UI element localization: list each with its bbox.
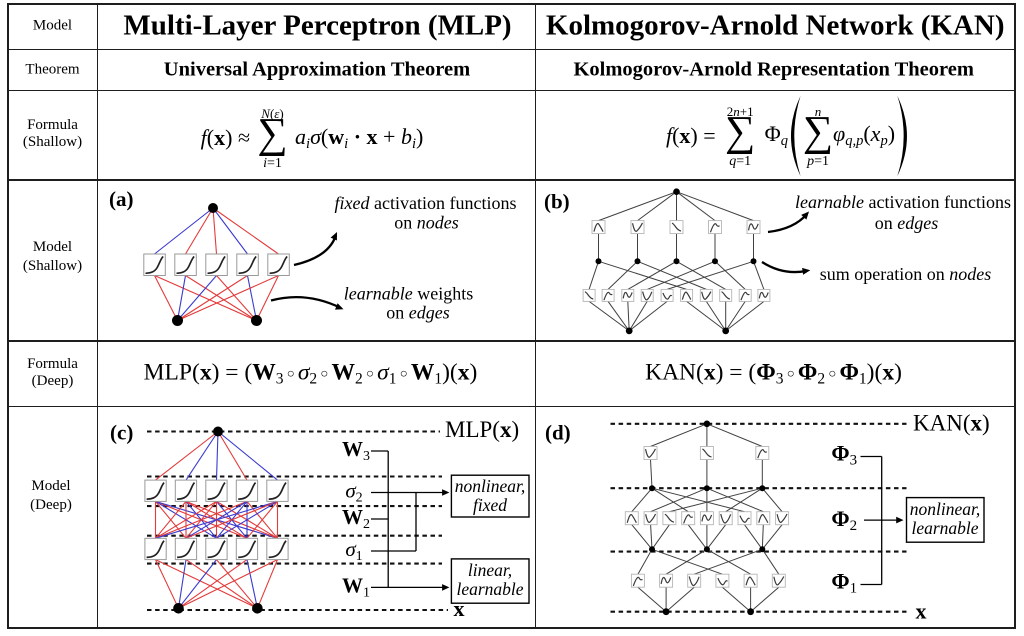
- svg-text:σ2: σ2: [345, 479, 362, 506]
- svg-text:learnable activation functions: learnable activation functions: [795, 192, 1011, 212]
- svg-text:W2: W2: [342, 505, 370, 532]
- svg-text:x: x: [915, 599, 926, 624]
- svg-text:x: x: [454, 596, 465, 621]
- svg-text:MLP(x): MLP(x): [445, 417, 519, 442]
- svg-text:learnable weights: learnable weights: [344, 284, 474, 304]
- svg-text:Φ3: Φ3: [831, 441, 857, 469]
- svg-text:learnable: learnable: [911, 518, 978, 538]
- svg-text:KAN(x): KAN(x): [913, 411, 990, 436]
- svg-text:Φ1: Φ1: [831, 569, 857, 597]
- svg-text:on nodes: on nodes: [394, 213, 459, 233]
- svg-text:nonlinear,: nonlinear,: [455, 476, 526, 496]
- svg-text:(a): (a): [109, 187, 134, 211]
- svg-text:Φ2: Φ2: [831, 506, 857, 534]
- svg-text:sum operation on nodes: sum operation on nodes: [819, 264, 990, 284]
- svg-text:linear,: linear,: [468, 560, 512, 580]
- svg-text:(b): (b): [544, 190, 570, 214]
- svg-text:fixed: fixed: [473, 495, 507, 515]
- svg-text:learnable: learnable: [456, 579, 523, 599]
- svg-text:W3: W3: [342, 437, 370, 464]
- svg-text:σ1: σ1: [345, 537, 362, 564]
- svg-text:W1: W1: [342, 573, 370, 600]
- svg-text:nonlinear,: nonlinear,: [909, 499, 980, 519]
- svg-text:on edges: on edges: [874, 213, 937, 233]
- svg-text:fixed activation functions: fixed activation functions: [335, 193, 517, 213]
- svg-text:(d): (d): [545, 421, 571, 445]
- svg-text:(c): (c): [110, 421, 133, 445]
- svg-text:on edges: on edges: [386, 303, 449, 323]
